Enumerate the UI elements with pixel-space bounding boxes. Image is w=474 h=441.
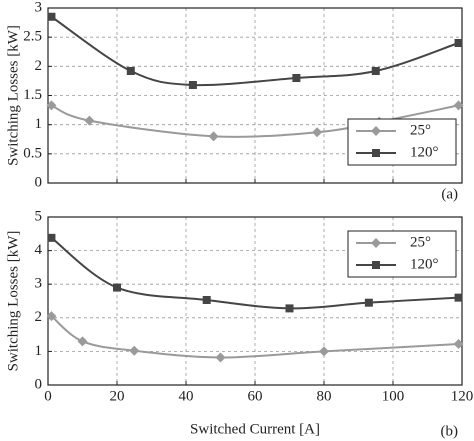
- marker: [113, 283, 121, 292]
- marker: [47, 233, 56, 242]
- x-axis-label: Switched Current [A]: [190, 421, 320, 437]
- marker: [208, 131, 219, 142]
- legend-label: 120°: [410, 144, 439, 160]
- legend-label: 25°: [410, 234, 431, 250]
- series-line: [50, 237, 459, 310]
- y-tick-label: 5: [35, 208, 43, 224]
- legend-label: 120°: [410, 256, 439, 272]
- marker: [129, 345, 140, 356]
- marker: [371, 126, 381, 136]
- marker: [126, 67, 135, 75]
- y-tick-label: 1: [35, 343, 43, 359]
- marker: [285, 304, 294, 313]
- marker: [319, 346, 329, 357]
- x-tick-label: 0: [44, 388, 52, 404]
- marker: [372, 261, 380, 269]
- y-tick-label: 2.5: [23, 29, 42, 45]
- y-axis-label: Switching Losses [kW]: [5, 231, 21, 372]
- marker: [454, 39, 463, 47]
- legend-label: 25°: [410, 122, 431, 138]
- plot-frame: [47, 7, 463, 184]
- y-tick-label: 0: [35, 174, 43, 190]
- marker: [371, 67, 380, 75]
- marker: [215, 352, 226, 363]
- x-tick-label: 100: [382, 388, 405, 404]
- legend-box: [347, 118, 457, 166]
- legend-box: [347, 230, 457, 278]
- y-tick-label: 0: [35, 376, 43, 392]
- panel-label: (a): [441, 186, 458, 202]
- x-tick-label: 80: [317, 388, 332, 404]
- y-tick-label: 3: [35, 0, 43, 15]
- marker: [188, 81, 197, 89]
- y-tick-label: 0.5: [23, 145, 42, 161]
- marker: [46, 311, 57, 322]
- marker: [312, 127, 323, 138]
- marker: [292, 74, 301, 82]
- marker: [47, 12, 56, 21]
- x-tick-label: 120: [451, 388, 474, 404]
- y-tick-label: 2: [35, 309, 43, 325]
- y-tick-label: 4: [35, 242, 43, 258]
- marker: [454, 293, 463, 302]
- marker: [371, 238, 381, 248]
- marker: [84, 115, 95, 126]
- y-tick-label: 2: [35, 58, 43, 74]
- marker: [453, 100, 464, 111]
- marker: [372, 149, 380, 157]
- marker: [453, 339, 464, 350]
- x-tick-label: 60: [248, 388, 263, 404]
- series-line: [50, 15, 459, 87]
- x-tick-label: 20: [110, 388, 125, 404]
- y-tick-label: 1: [35, 116, 43, 132]
- y-axis-label: Switching Losses [kW]: [5, 25, 21, 166]
- y-tick-label: 1.5: [23, 87, 42, 103]
- marker: [202, 295, 211, 304]
- y-tick-label: 3: [35, 276, 43, 292]
- panel-label: (b): [441, 423, 459, 439]
- marker: [77, 336, 88, 347]
- marker: [46, 100, 57, 111]
- x-tick-label: 40: [179, 388, 194, 404]
- marker: [364, 298, 373, 307]
